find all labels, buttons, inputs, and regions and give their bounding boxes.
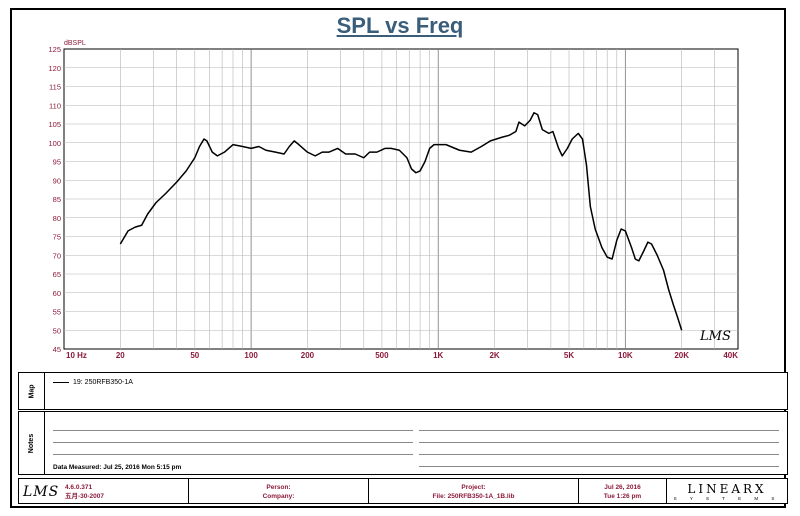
chart-ticks: 45 50 55 60 65 70 75 80 85 90 95 100 105 110 115 120 125… bbox=[48, 45, 738, 360]
x-tick-label: 5K bbox=[564, 351, 574, 360]
version-date: 五月-30-2007 bbox=[65, 493, 105, 500]
x-tick-label: 40K bbox=[723, 351, 738, 360]
y-tick-label: 70 bbox=[53, 251, 61, 260]
footer-brand-cell: LINEARX S Y S T E M S bbox=[667, 479, 787, 503]
footer-date: Jul 26, 2016 bbox=[604, 484, 641, 491]
chart-series bbox=[119, 112, 683, 331]
footer-version-cell: LMS 4.6.0.371 五月-30-2007 bbox=[19, 479, 189, 503]
project-label: Project: bbox=[461, 484, 486, 491]
linearx-systems-text: S Y S T E M S bbox=[673, 496, 781, 501]
footer-date-cell: Jul 26, 2016 Tue 1:26 pm bbox=[579, 479, 667, 503]
y-tick-label: 115 bbox=[49, 83, 61, 92]
footer-person-cell: Person: Company: bbox=[189, 479, 369, 503]
y-tick-label: 60 bbox=[53, 289, 61, 298]
person-label: Person: bbox=[266, 484, 291, 491]
x-tick-label: 20 bbox=[116, 351, 125, 360]
x-tick-label: 200 bbox=[301, 351, 315, 360]
map-legend-entry: 19: 250RFB350-1A bbox=[53, 379, 133, 386]
note-line bbox=[419, 466, 779, 467]
note-line bbox=[53, 430, 413, 431]
lms-logo: LMS bbox=[23, 484, 60, 500]
y-tick-label: 80 bbox=[53, 214, 61, 223]
linearx-logo: LINEARX bbox=[687, 482, 767, 496]
y-tick-label: 85 bbox=[53, 195, 61, 204]
y-tick-label: 105 bbox=[48, 120, 61, 129]
y-tick-label: 125 bbox=[48, 45, 61, 54]
y-tick-label: 55 bbox=[53, 308, 61, 317]
legend-line-swatch bbox=[53, 382, 69, 383]
series-line bbox=[119, 112, 683, 331]
y-axis-unit-label: dBSPL bbox=[64, 40, 86, 47]
y-tick-label: 110 bbox=[49, 101, 61, 110]
note-line bbox=[419, 454, 779, 455]
footer-bar: LMS 4.6.0.371 五月-30-2007 Person: Company… bbox=[18, 478, 788, 504]
chart-title: SPL vs Freq bbox=[336, 13, 464, 38]
note-line bbox=[419, 430, 779, 431]
x-tick-label: 10 Hz bbox=[66, 351, 87, 360]
company-label: Company: bbox=[262, 493, 295, 500]
x-tick-label: 50 bbox=[190, 351, 199, 360]
file-label: File: 250RFB350-1A_1B.lib bbox=[432, 493, 515, 500]
note-line bbox=[53, 442, 413, 443]
y-tick-label: 50 bbox=[53, 326, 61, 335]
map-panel: Map 19: 250RFB350-1A bbox=[18, 372, 788, 410]
notes-panel: Notes Data Measured: Jul 25, 2016 Mon 5:… bbox=[18, 411, 788, 475]
data-measured-text: Data Measured: Jul 25, 2016 Mon 5:15 pm bbox=[53, 464, 182, 471]
y-tick-label: 120 bbox=[48, 64, 61, 73]
footer-time: Tue 1:26 pm bbox=[603, 493, 642, 500]
y-tick-label: 100 bbox=[48, 139, 61, 148]
chart-grid bbox=[63, 48, 739, 350]
note-line bbox=[53, 454, 413, 455]
x-tick-label: 500 bbox=[375, 351, 389, 360]
lms-watermark: LMS bbox=[699, 329, 731, 344]
version-number: 4.6.0.371 bbox=[65, 484, 93, 491]
y-tick-label: 65 bbox=[53, 270, 61, 279]
map-tab: Map bbox=[19, 373, 45, 409]
x-tick-label: 2K bbox=[489, 351, 499, 360]
x-tick-label: 1K bbox=[433, 351, 443, 360]
notes-tab: Notes bbox=[19, 412, 45, 474]
note-line bbox=[419, 442, 779, 443]
x-tick-label: 20K bbox=[674, 351, 689, 360]
y-tick-label: 75 bbox=[53, 233, 61, 242]
y-tick-label: 95 bbox=[53, 158, 61, 167]
footer-project-cell: Project: File: 250RFB350-1A_1B.lib bbox=[369, 479, 579, 503]
y-tick-label: 90 bbox=[53, 176, 61, 185]
x-tick-label: 10K bbox=[618, 351, 633, 360]
x-tick-label: 100 bbox=[244, 351, 258, 360]
legend-entry-label: 19: 250RFB350-1A bbox=[73, 379, 133, 386]
y-tick-label: 45 bbox=[53, 345, 61, 354]
